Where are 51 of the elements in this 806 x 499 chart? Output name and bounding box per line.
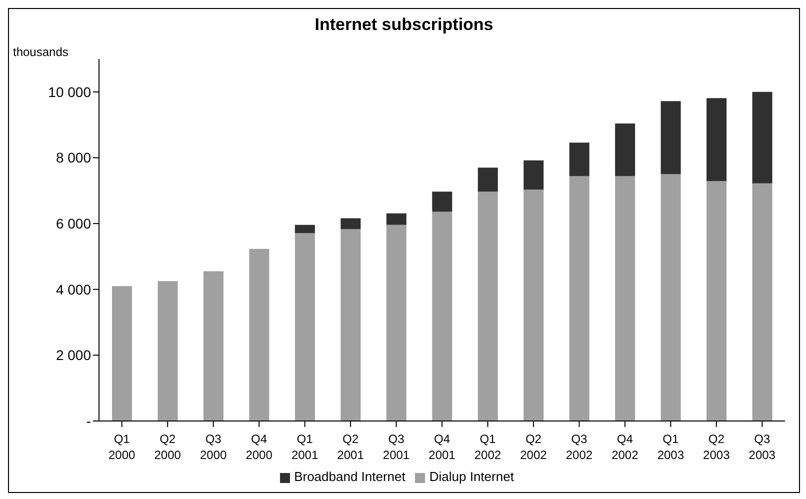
x-tick-label: Q4 2002 <box>612 432 639 462</box>
bar <box>524 190 544 421</box>
x-tick-label: Q2 2003 <box>703 432 730 462</box>
y-tick-label: 2 000 <box>56 347 92 364</box>
bar <box>660 174 681 421</box>
bar <box>524 160 544 190</box>
legend-label: Broadband Internet <box>294 469 406 484</box>
x-tick-label: Q4 2001 <box>428 432 456 462</box>
x-tick-label: Q2 2000 <box>154 432 182 462</box>
y-tick-label: 6 000 <box>56 216 92 232</box>
bar <box>432 212 452 421</box>
bar <box>569 142 590 176</box>
bar <box>294 233 315 421</box>
x-tick-label: Q2 2001 <box>337 432 364 462</box>
bar <box>386 213 406 225</box>
y-tick-label: 8 000 <box>56 150 92 166</box>
bar <box>615 176 636 421</box>
bar <box>432 192 452 212</box>
x-tick-label: Q3 2003 <box>748 432 776 462</box>
bar <box>752 92 772 184</box>
x-tick-label: Q1 2003 <box>657 432 684 462</box>
bar <box>615 124 636 176</box>
legend-label: Dialup Internet <box>429 469 514 484</box>
y-tick-label: 4 000 <box>56 281 92 298</box>
bar <box>340 218 361 230</box>
bar <box>752 183 772 421</box>
y-axis-title: thousands <box>13 45 68 59</box>
x-tick-label: Q3 2002 <box>566 432 593 462</box>
bar <box>249 248 270 421</box>
y-tick-label: 10 000 <box>48 84 92 100</box>
bar <box>294 224 315 234</box>
bar <box>706 181 727 421</box>
chart-title: Internet subscriptions <box>314 15 494 35</box>
x-tick-label: Q3 2000 <box>200 432 228 462</box>
bar <box>478 168 498 192</box>
x-tick-label: Q3 2001 <box>382 432 410 462</box>
x-tick-label: Q1 2001 <box>291 432 318 462</box>
x-tick-label: Q1 2002 <box>474 432 502 462</box>
bar <box>660 101 681 174</box>
bar <box>158 281 178 421</box>
y-tick-label: - <box>86 412 92 429</box>
bar <box>112 286 132 421</box>
bar <box>478 192 498 421</box>
x-tick-label: Q4 2000 <box>246 432 273 462</box>
bar <box>386 224 406 421</box>
bar <box>203 271 224 421</box>
bar <box>706 98 727 182</box>
x-tick-label: Q2 2002 <box>520 432 548 462</box>
bar <box>340 229 361 421</box>
bar <box>569 176 590 421</box>
x-tick-label: Q1 2000 <box>108 432 136 462</box>
